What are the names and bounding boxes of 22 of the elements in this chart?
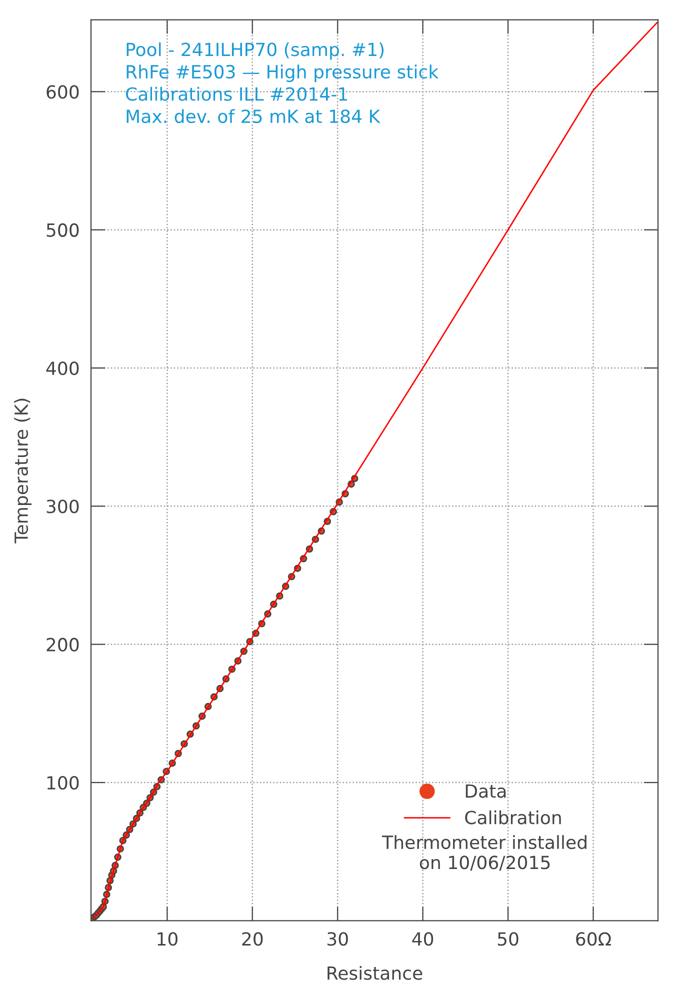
y-tick-label: 300 [46, 500, 79, 514]
x-tick-label: 20 [242, 932, 263, 946]
annotation: RhFe #E503 — High pressure stick [126, 64, 439, 82]
x-axis-title: Resistance [328, 966, 422, 980]
y-tick-label: 600 [46, 85, 79, 99]
x-tick-label: 30 [327, 932, 348, 946]
y-tick-label: 500 [46, 223, 79, 237]
x-tick-label: 10 [158, 932, 178, 946]
annotation: Calibrations ILL #2014-1 [126, 86, 347, 101]
x-tick-label: 60Ω [576, 932, 611, 946]
annotation: Pool - 241ILHP70 (samp. #1) [126, 42, 384, 60]
annotation: Max. dev. of 25 mK at 184 K [126, 109, 380, 124]
y-tick-label: 100 [47, 776, 79, 790]
annotation: Thermometer installed on 10/06/2015 [382, 835, 586, 871]
y-tick-label: 200 [46, 638, 79, 652]
y-axis-title: Temperature (K) [14, 398, 32, 544]
y-tick-label: 400 [46, 361, 79, 376]
x-tick-label: 40 [412, 932, 434, 946]
x-tick-label: 50 [498, 932, 518, 946]
legend-label: Data [466, 784, 506, 798]
legend-label: Calibration [465, 810, 561, 824]
line-series [92, 22, 658, 919]
